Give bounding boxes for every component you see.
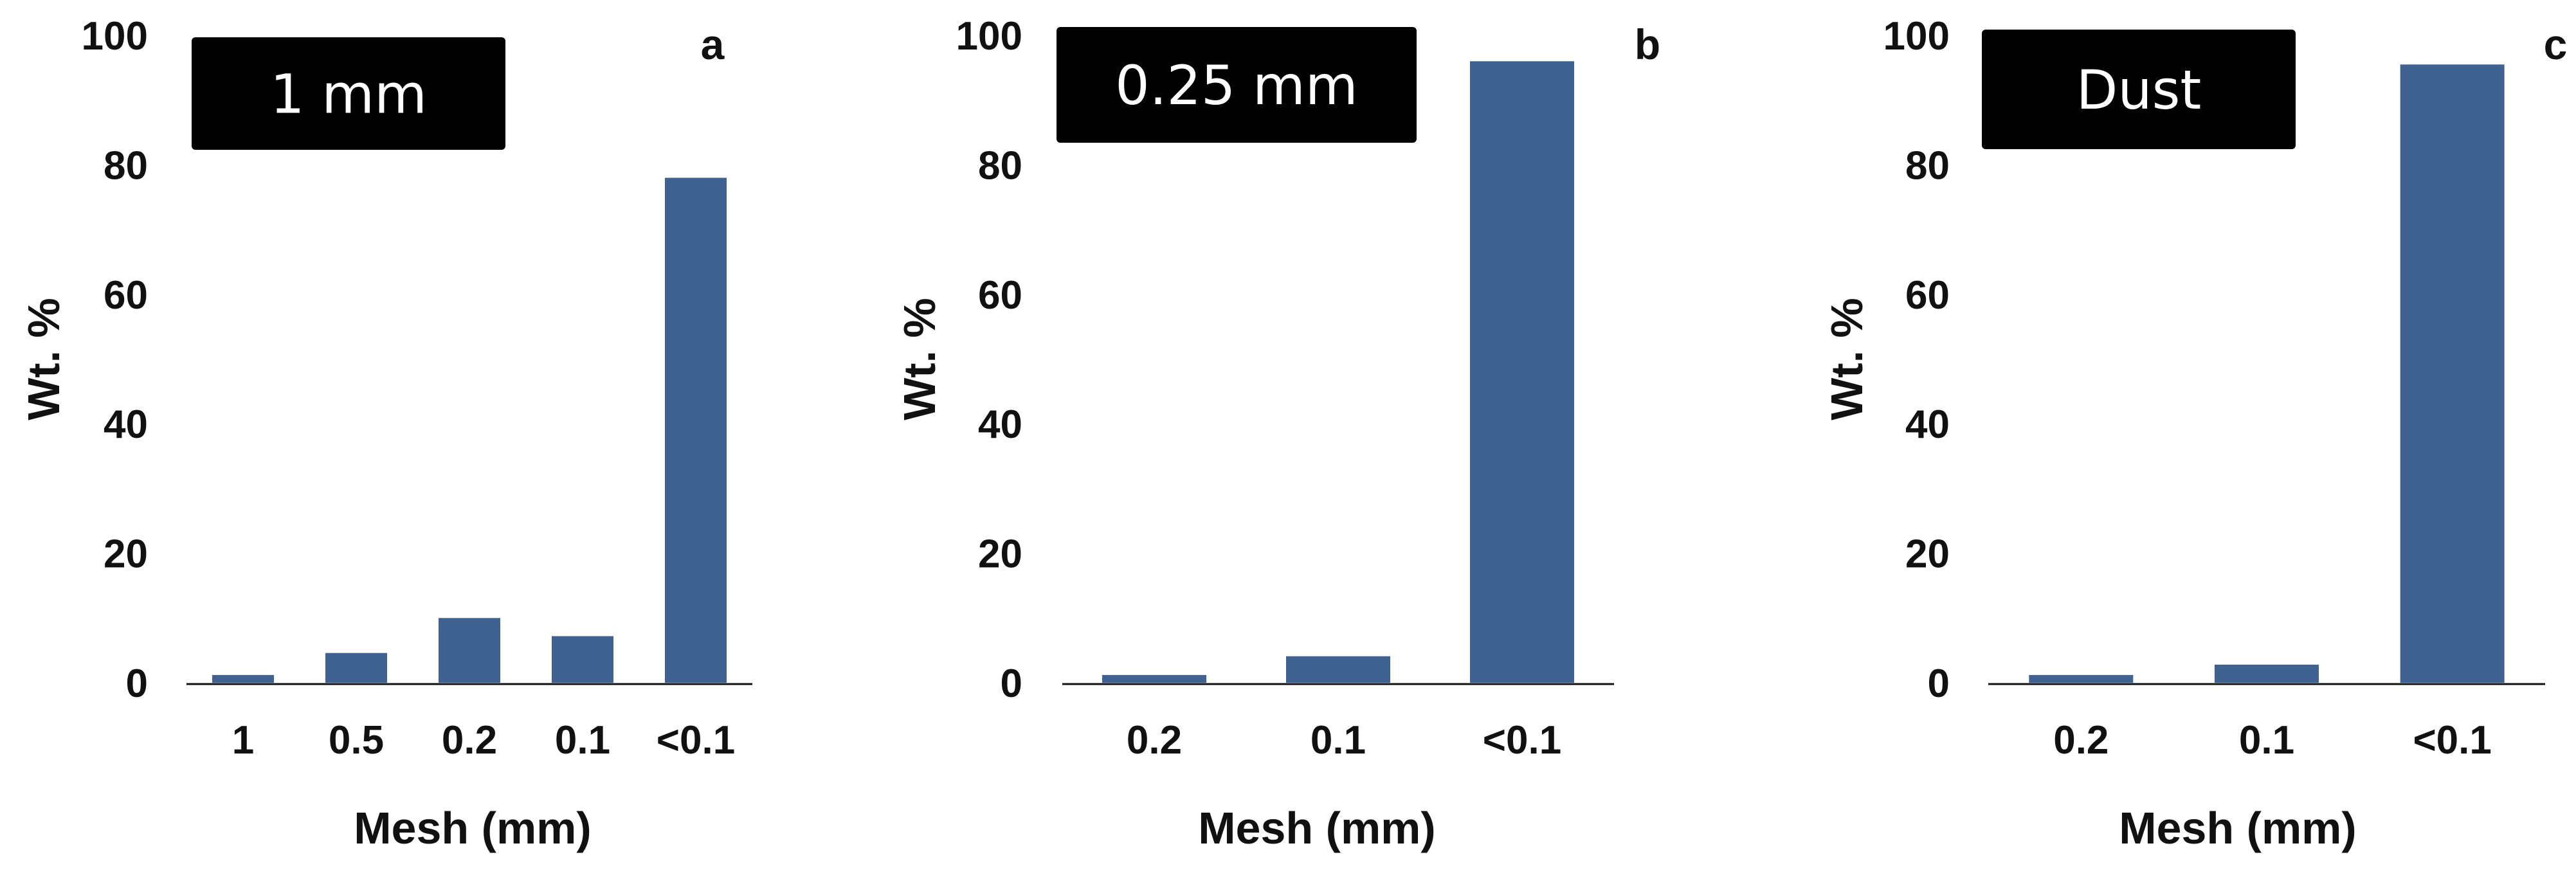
x-tick-label: 0.1 [2239, 718, 2294, 762]
bar [325, 653, 387, 683]
panel-label: b [1635, 21, 1660, 68]
x-tick-label: 0.1 [1311, 718, 1366, 762]
y-tick-label: 20 [104, 532, 148, 577]
x-tick-label: 0.2 [1127, 718, 1182, 762]
x-tick-label: <0.1 [2413, 718, 2491, 762]
x-tick-label: <0.1 [657, 718, 735, 762]
chart-title: Dust [2076, 59, 2202, 122]
y-axis-label: Wt. % [1822, 298, 1872, 420]
y-tick-label: 40 [1905, 402, 1950, 447]
y-tick-label: 20 [978, 532, 1022, 577]
x-tick-label: 0.1 [555, 718, 610, 762]
y-tick-label: 60 [104, 273, 148, 318]
y-tick-label: 40 [978, 402, 1022, 447]
bar [1102, 674, 1206, 683]
y-tick-label: 0 [1001, 662, 1022, 706]
y-tick-label: 80 [1905, 143, 1950, 188]
title-box [1982, 30, 2296, 149]
y-tick-label: 80 [104, 143, 148, 188]
x-axis-label: Mesh (mm) [1198, 803, 1435, 853]
y-tick-label: 60 [978, 273, 1022, 318]
panel-label: a [701, 21, 725, 68]
y-tick-label: 100 [82, 14, 148, 59]
bar [439, 618, 500, 683]
y-tick-label: 0 [1928, 662, 1950, 706]
y-tick-label: 100 [956, 14, 1022, 59]
bar [552, 636, 613, 683]
x-tick-label: 0.2 [442, 718, 497, 762]
panel-label: c [2544, 21, 2568, 68]
x-tick-label: 1 [232, 718, 254, 762]
x-axis-label: Mesh (mm) [354, 803, 591, 853]
x-tick-label: 0.2 [2053, 718, 2109, 762]
title-box [1057, 27, 1417, 143]
y-axis-label: Wt. % [19, 298, 69, 420]
y-tick-label: 20 [1905, 532, 1950, 577]
y-tick-label: 0 [126, 662, 148, 706]
bar [1286, 656, 1390, 683]
chart-panel-b: 0.25 mm b 0 20 40 60 80 100 Wt. % 0.2 0.1 <0.1 Mesh … [894, 14, 1660, 853]
chart-title: 1 mm [270, 63, 427, 126]
bar [2215, 664, 2319, 683]
title-box [192, 37, 505, 150]
bar [212, 674, 274, 683]
chart-panel-c: Dust c 0 20 40 60 80 100 Wt. % 0.2 0.1 <0.1 Mesh (mm… [1822, 14, 2567, 853]
y-axis-label: Wt. % [894, 298, 945, 420]
chart-panel-a: 1 mm a 0 20 40 60 80 100 Wt. % 1 0.5 0.2 0.1 <0.1 Mesh… [19, 14, 752, 853]
bar [1470, 61, 1574, 683]
x-tick-label: 0.5 [329, 718, 384, 762]
y-tick-label: 60 [1905, 273, 1950, 318]
y-tick-label: 80 [978, 143, 1022, 188]
bar [2029, 674, 2134, 683]
y-tick-label: 40 [104, 402, 148, 447]
y-tick-label: 100 [1883, 14, 1950, 59]
x-tick-label: <0.1 [1483, 718, 1561, 762]
bar [665, 177, 727, 683]
bar [2400, 64, 2505, 683]
x-axis-label: Mesh (mm) [2119, 803, 2356, 853]
chart-title: 0.25 mm [1115, 54, 1357, 117]
